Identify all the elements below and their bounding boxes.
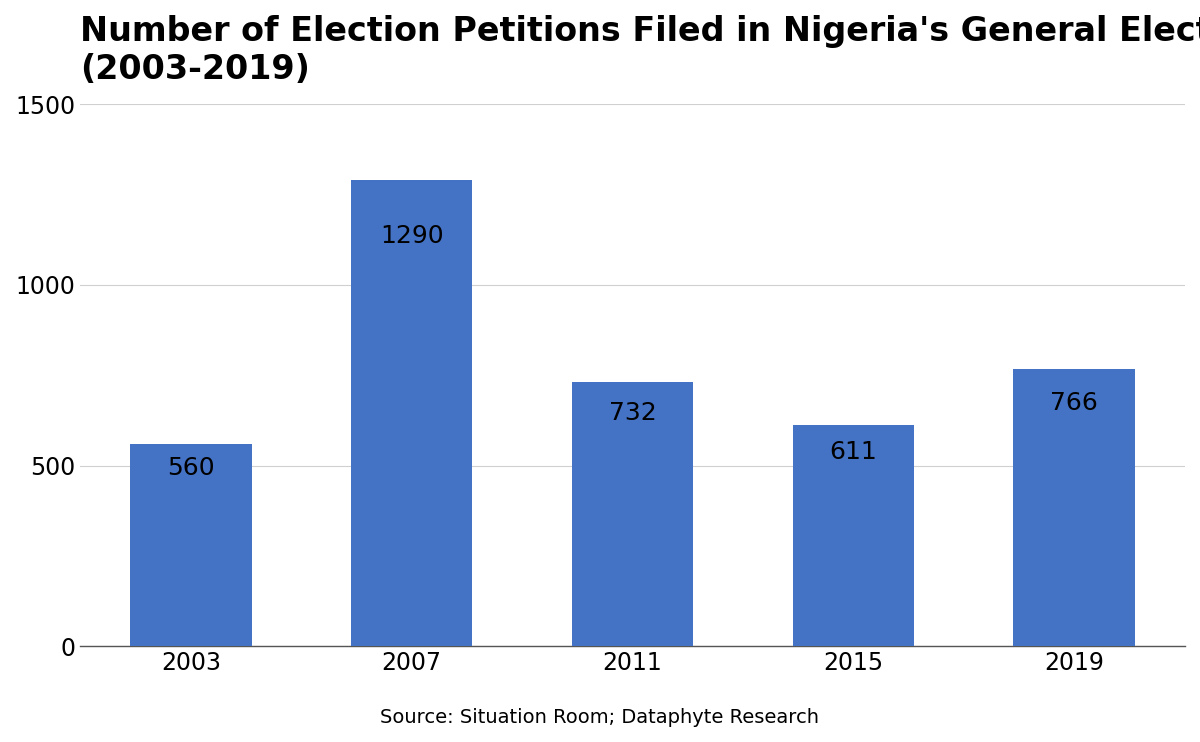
Text: Number of Election Petitions Filed in Nigeria's General Elections
(2003-2019): Number of Election Petitions Filed in Ni… xyxy=(80,15,1200,86)
Text: 1290: 1290 xyxy=(380,224,444,248)
Text: 732: 732 xyxy=(608,401,656,425)
Text: 611: 611 xyxy=(829,440,877,464)
Bar xyxy=(792,425,914,646)
Bar xyxy=(350,180,473,646)
Bar xyxy=(571,381,694,646)
Text: 766: 766 xyxy=(1050,390,1098,415)
Bar xyxy=(1013,370,1135,646)
Text: Source: Situation Room; Dataphyte Research: Source: Situation Room; Dataphyte Resear… xyxy=(380,708,820,727)
Text: 560: 560 xyxy=(167,456,215,480)
Bar xyxy=(131,444,252,646)
